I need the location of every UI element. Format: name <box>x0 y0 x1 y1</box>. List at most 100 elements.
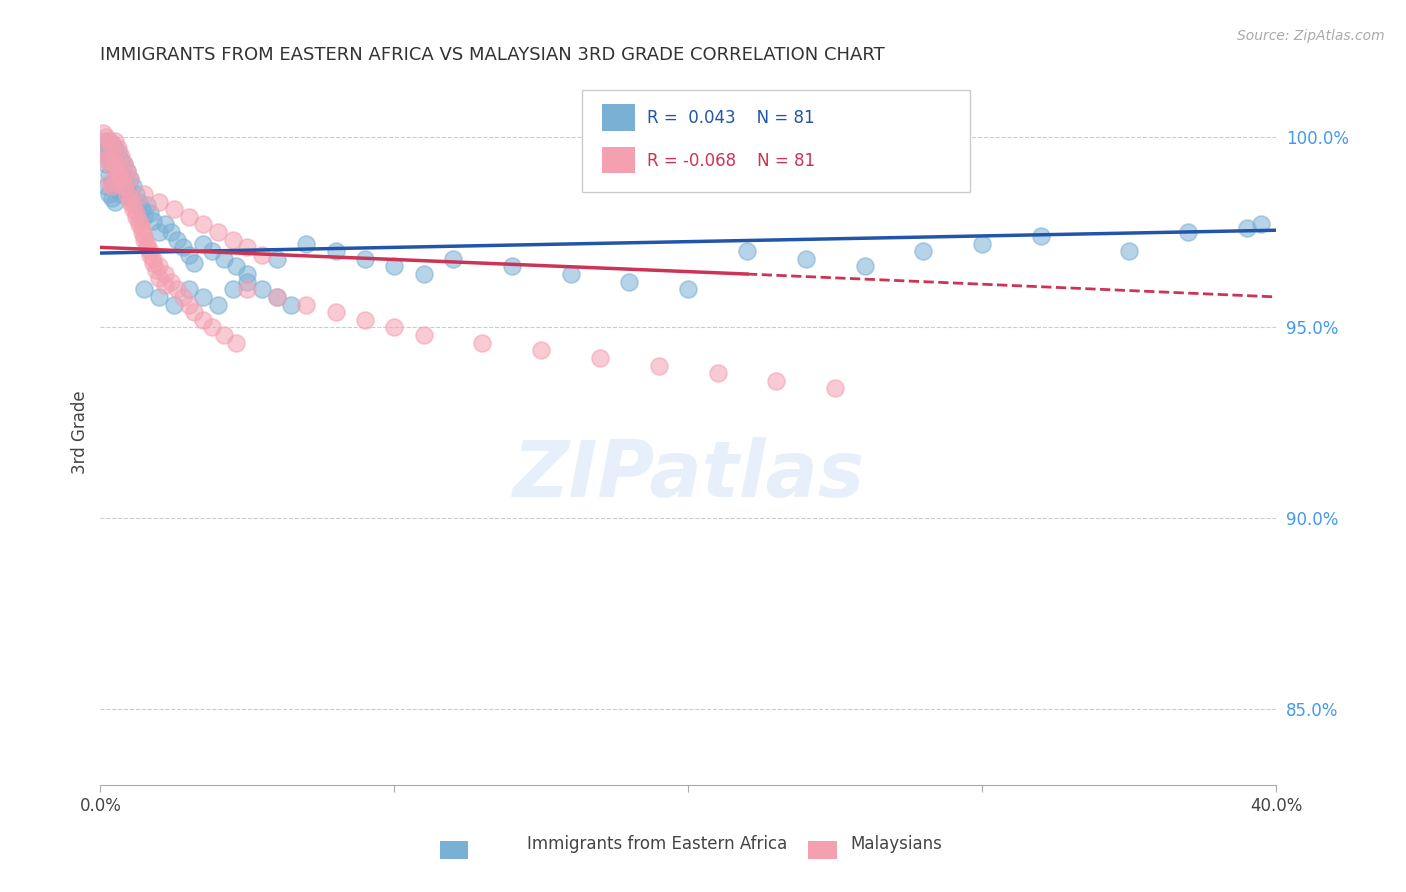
Point <box>112 176 135 190</box>
Point <box>912 244 935 259</box>
Point <box>207 225 229 239</box>
Point <box>110 168 132 182</box>
Point <box>163 202 186 217</box>
Point <box>98 186 121 201</box>
Point <box>107 183 129 197</box>
Point <box>110 171 132 186</box>
Point <box>212 252 235 266</box>
Point <box>207 297 229 311</box>
Point <box>104 156 127 170</box>
Text: Source: ZipAtlas.com: Source: ZipAtlas.com <box>1237 29 1385 43</box>
Point <box>794 252 817 266</box>
Point <box>118 171 141 186</box>
Point <box>110 149 132 163</box>
Point <box>134 228 156 243</box>
Point <box>412 267 434 281</box>
Point <box>112 156 135 170</box>
Point <box>1236 221 1258 235</box>
Point <box>501 260 523 274</box>
Point <box>98 134 121 148</box>
Point <box>325 244 347 259</box>
Point <box>142 252 165 266</box>
Point <box>412 328 434 343</box>
Point <box>142 213 165 227</box>
Point <box>112 179 135 194</box>
Point <box>112 179 135 194</box>
Point <box>104 161 127 175</box>
Point <box>107 164 129 178</box>
Point <box>124 186 146 201</box>
Point <box>706 366 728 380</box>
Point <box>148 194 170 209</box>
Point <box>124 210 146 224</box>
Point <box>131 225 153 239</box>
Point <box>1029 228 1052 243</box>
Point <box>193 218 215 232</box>
Point <box>183 255 205 269</box>
Point <box>236 275 259 289</box>
Point <box>530 343 553 358</box>
Point <box>98 134 121 148</box>
Point <box>91 145 114 159</box>
Point <box>91 134 114 148</box>
Point <box>172 240 194 254</box>
Point <box>193 312 215 326</box>
Text: ZIPatlas: ZIPatlas <box>512 436 865 513</box>
Point <box>104 141 127 155</box>
Point <box>1250 218 1272 232</box>
Point <box>148 290 170 304</box>
Point <box>153 218 176 232</box>
Point <box>115 186 138 201</box>
Point <box>560 267 582 281</box>
Y-axis label: 3rd Grade: 3rd Grade <box>72 391 89 474</box>
Point <box>266 252 288 266</box>
Point <box>471 335 494 350</box>
Point <box>121 202 143 217</box>
Point <box>250 282 273 296</box>
Point <box>96 137 118 152</box>
Point <box>107 164 129 178</box>
Point <box>972 236 994 251</box>
Point <box>177 210 200 224</box>
Point <box>201 244 224 259</box>
Point <box>160 275 183 289</box>
Point <box>104 156 127 170</box>
Point <box>139 244 162 259</box>
Text: R = -0.068    N = 81: R = -0.068 N = 81 <box>647 152 815 169</box>
Point <box>107 145 129 159</box>
Point <box>325 305 347 319</box>
Point <box>648 359 671 373</box>
Point <box>148 260 170 274</box>
Point <box>177 248 200 262</box>
Point <box>354 252 377 266</box>
Point <box>134 282 156 296</box>
Point <box>110 153 132 167</box>
Point <box>1118 244 1140 259</box>
Point <box>121 198 143 212</box>
Point <box>118 194 141 209</box>
Point <box>295 236 318 251</box>
Point <box>96 129 118 144</box>
Point <box>824 381 846 395</box>
Point <box>853 260 876 274</box>
Point <box>110 186 132 201</box>
Point <box>134 233 156 247</box>
Point <box>118 191 141 205</box>
Point <box>115 183 138 197</box>
Point <box>136 240 159 254</box>
Point <box>101 156 124 170</box>
FancyBboxPatch shape <box>582 90 970 193</box>
Point <box>98 149 121 163</box>
Point <box>266 290 288 304</box>
Point <box>101 141 124 155</box>
Point <box>1177 225 1199 239</box>
Point <box>101 191 124 205</box>
Point <box>110 171 132 186</box>
Point <box>250 248 273 262</box>
Point <box>104 176 127 190</box>
Point <box>136 198 159 212</box>
Point <box>121 179 143 194</box>
Point <box>676 282 699 296</box>
Point <box>153 267 176 281</box>
Point <box>91 126 114 140</box>
